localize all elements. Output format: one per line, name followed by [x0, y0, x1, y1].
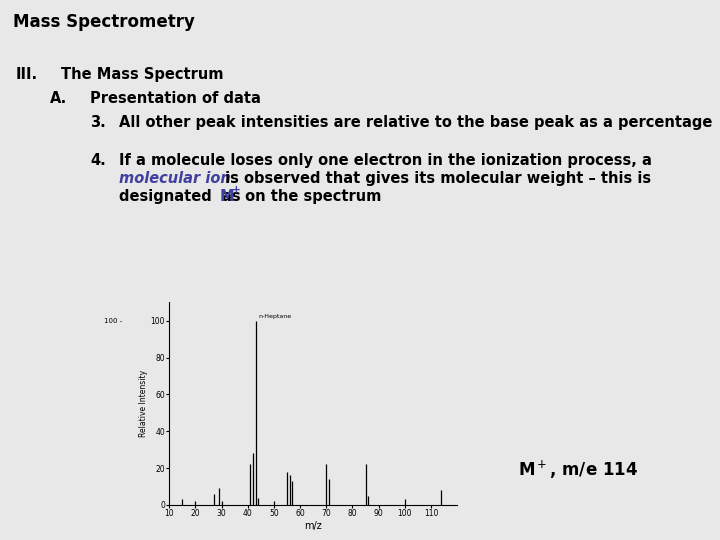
Text: on the spectrum: on the spectrum	[240, 188, 381, 204]
X-axis label: m/z: m/z	[305, 521, 322, 531]
Text: All other peak intensities are relative to the base peak as a percentage: All other peak intensities are relative …	[119, 114, 712, 130]
Text: M$^+$, m/e 114: M$^+$, m/e 114	[518, 458, 639, 481]
Text: III.: III.	[16, 66, 38, 82]
Text: Mass Spectrometry: Mass Spectrometry	[13, 14, 195, 31]
Text: M: M	[220, 188, 234, 204]
Text: If a molecule loses only one electron in the ionization process, a: If a molecule loses only one electron in…	[119, 153, 652, 168]
Text: molecular ion: molecular ion	[119, 171, 230, 186]
Text: designated  as: designated as	[119, 188, 246, 204]
Text: The Mass Spectrum: The Mass Spectrum	[61, 66, 224, 82]
Text: 4.: 4.	[90, 153, 106, 168]
Text: 100 -: 100 -	[104, 318, 122, 324]
Text: 3.: 3.	[90, 114, 106, 130]
Text: +: +	[232, 185, 240, 195]
Text: Presentation of data: Presentation of data	[90, 91, 261, 106]
Text: n-Heptane: n-Heptane	[258, 314, 292, 319]
Text: is observed that gives its molecular weight – this is: is observed that gives its molecular wei…	[220, 171, 651, 186]
Y-axis label: Relative Intensity: Relative Intensity	[139, 370, 148, 437]
Text: A.: A.	[50, 91, 68, 106]
